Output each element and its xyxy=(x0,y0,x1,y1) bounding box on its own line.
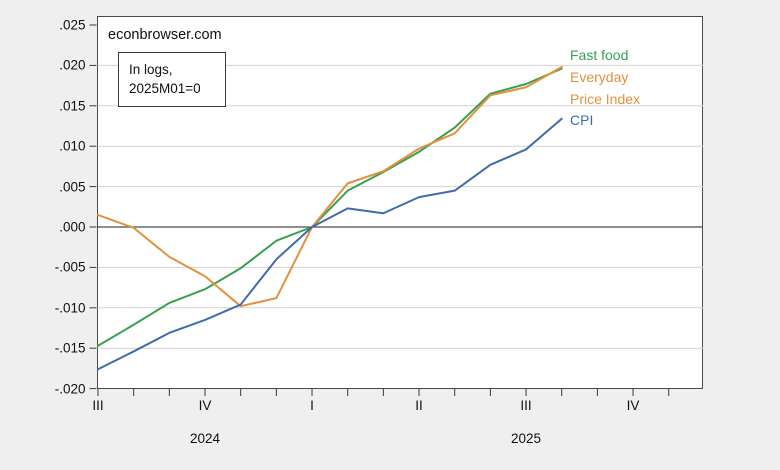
annotation-line2: 2025M01=0 xyxy=(129,81,201,96)
y-axis-label: .025 xyxy=(59,17,86,33)
x-axis-quarter-label: IV xyxy=(198,398,212,413)
x-axis-quarter-label: IV xyxy=(626,398,640,413)
y-axis-label: .020 xyxy=(59,57,86,73)
y-axis-label: -.020 xyxy=(54,381,86,397)
series-label-fast-food: Fast food xyxy=(570,47,629,63)
y-axis-label: -.010 xyxy=(54,300,86,316)
site-watermark: econbrowser.com xyxy=(108,27,222,43)
series-label-price-index: Price Index xyxy=(570,91,641,107)
annotation-box: In logs, 2025M01=0 xyxy=(118,52,226,107)
y-axis-label: .015 xyxy=(59,98,86,114)
x-axis-quarter-label: II xyxy=(415,398,423,413)
y-axis-label: .005 xyxy=(59,179,86,195)
x-axis-quarter-label: I xyxy=(310,398,314,413)
y-axis-label: .010 xyxy=(59,138,86,154)
annotation-line1: In logs, xyxy=(129,62,173,77)
x-axis-quarter-label: III xyxy=(520,398,532,413)
x-axis-year-label: 2024 xyxy=(189,431,221,446)
x-axis-quarter-label: III xyxy=(92,398,104,413)
series-line-epi xyxy=(97,66,563,308)
series-line-cpi xyxy=(97,117,563,371)
series-line-fast_food xyxy=(97,67,563,347)
y-axis-label: -.005 xyxy=(54,259,86,275)
x-axis-year-label: 2025 xyxy=(511,431,542,446)
y-axis-label: -.015 xyxy=(54,340,86,356)
y-axis-label: .000 xyxy=(59,219,86,235)
series-label-everyday: Everyday xyxy=(570,69,629,85)
series-label-cpi: CPI xyxy=(570,112,594,128)
